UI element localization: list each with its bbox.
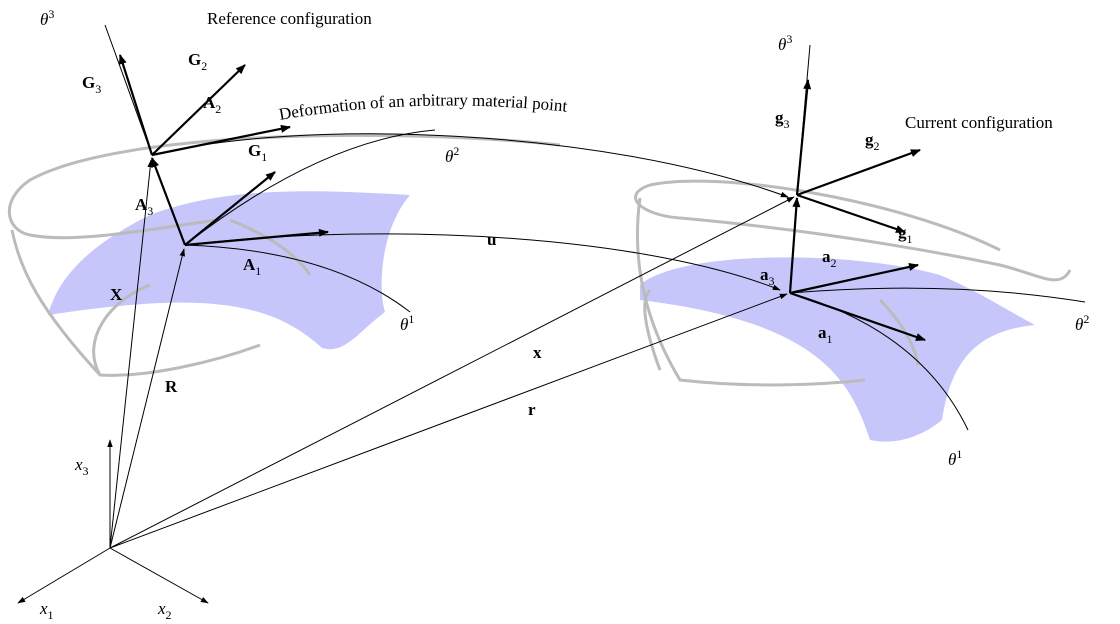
deformation-title: Deformation of an arbitrary material poi… xyxy=(277,91,568,124)
diagram: Reference configuration Current configur… xyxy=(0,0,1120,624)
label-subscript: 1 xyxy=(255,264,261,278)
label-base: θ xyxy=(445,147,453,166)
label-base: R xyxy=(165,377,178,396)
label-superscript: 3 xyxy=(786,32,792,46)
label-base: θ xyxy=(1075,315,1083,334)
deformation-title-path: Deformation of an arbitrary material poi… xyxy=(277,91,568,124)
surfaces xyxy=(48,191,1035,441)
label-base: G xyxy=(188,50,201,69)
label-base: G xyxy=(82,73,95,92)
label-superscript: 2 xyxy=(453,144,459,158)
symbol-label: R xyxy=(165,377,178,396)
label-subscript: 3 xyxy=(83,464,89,478)
label-superscript: 1 xyxy=(956,447,962,461)
reference-title: Reference configuration xyxy=(207,9,372,28)
label-superscript: 1 xyxy=(408,312,414,326)
label-base: θ xyxy=(40,10,48,29)
label-subscript: 3 xyxy=(769,274,775,288)
label-subscript: 3 xyxy=(784,117,790,131)
label-base: θ xyxy=(948,450,956,469)
symbol-label: g2 xyxy=(865,130,880,153)
symbol-label: G2 xyxy=(188,50,207,73)
label-subscript: 1 xyxy=(907,232,913,246)
label-base: θ xyxy=(400,315,408,334)
label-subscript: 2 xyxy=(215,102,221,116)
symbol-label: X xyxy=(110,285,123,304)
symbol-label: θ1 xyxy=(948,447,962,469)
label-subscript: 1 xyxy=(48,608,54,622)
symbol-label: θ3 xyxy=(778,32,792,54)
label-base: θ xyxy=(778,35,786,54)
symbol-label: x2 xyxy=(157,599,172,622)
symbol-label: A3 xyxy=(135,195,153,218)
symbol-label: r xyxy=(528,400,536,419)
symbol-label: θ3 xyxy=(40,7,54,29)
symbol-label: u xyxy=(487,230,496,249)
symbol-label: G1 xyxy=(248,141,267,164)
label-superscript: 3 xyxy=(48,7,54,21)
symbol-label: x xyxy=(533,343,542,362)
label-subscript: 2 xyxy=(874,139,880,153)
symbol-label: θ2 xyxy=(445,144,459,166)
label-superscript: 2 xyxy=(1083,312,1089,326)
label-subscript: 2 xyxy=(831,256,837,270)
label-base: A xyxy=(243,255,256,274)
label-subscript: 2 xyxy=(201,59,207,73)
symbol-label: x1 xyxy=(39,599,54,622)
label-subscript: 1 xyxy=(261,150,267,164)
label-base: x xyxy=(533,343,542,362)
symbol-label: A2 xyxy=(203,93,221,116)
label-base: u xyxy=(487,230,496,249)
label-base: A xyxy=(135,195,148,214)
symbol-label: g3 xyxy=(775,108,790,131)
current-title: Current configuration xyxy=(905,113,1053,132)
symbol-label: x3 xyxy=(74,455,89,478)
label-subscript: 3 xyxy=(147,204,153,218)
symbol-label: θ2 xyxy=(1075,312,1089,334)
label-subscript: 2 xyxy=(166,608,172,622)
label-base: X xyxy=(110,285,123,304)
label-subscript: 1 xyxy=(827,332,833,346)
label-subscript: 3 xyxy=(95,82,101,96)
label-base: r xyxy=(528,400,536,419)
label-base: G xyxy=(248,141,261,160)
symbol-label: θ1 xyxy=(400,312,414,334)
symbol-label: G3 xyxy=(82,73,101,96)
label-base: A xyxy=(203,93,216,112)
symbol-label: g1 xyxy=(898,223,913,246)
